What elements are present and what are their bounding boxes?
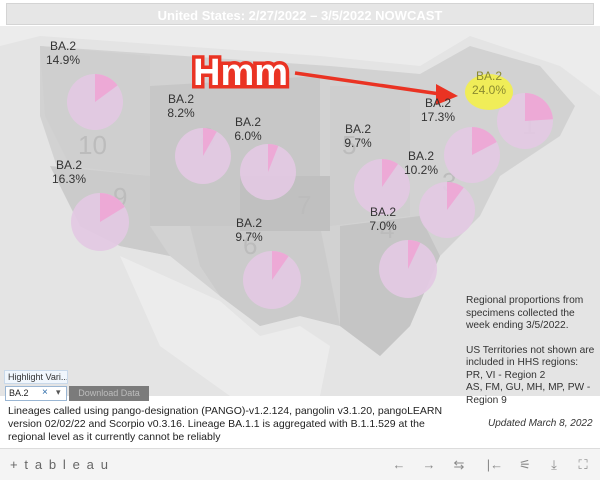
region-10-pie[interactable] [67, 74, 123, 130]
annotation-text: Hmm [193, 52, 288, 94]
region-5-number: 5 [342, 130, 356, 160]
region-5-pie-ba2-slice [382, 159, 399, 187]
region-3-share: 10.2% [403, 163, 439, 177]
region-10-lineage: BA.2 [49, 39, 76, 53]
tableau-logo[interactable]: + t a b l e a u [10, 457, 110, 472]
region-4-pie[interactable] [379, 240, 437, 298]
note-territories: US Territories not shown are included in… [466, 344, 595, 369]
region-9-pie[interactable] [71, 193, 129, 251]
region-5-pie[interactable] [354, 159, 410, 215]
region-3-lineage: BA.2 [407, 149, 434, 163]
highlight-variant-label: Highlight Vari... [4, 370, 68, 384]
region-9-pie-ba2-slice [100, 193, 125, 222]
note-region-2: PR, VI - Region 2 [466, 369, 546, 381]
chevron-down-icon[interactable]: ▾ [56, 387, 61, 397]
annotation-arrow [294, 71, 441, 96]
region-8-share: 8.2% [167, 106, 195, 120]
region-1-lineage: BA.2 [475, 69, 502, 83]
region-10-share: 14.9% [45, 53, 81, 67]
region-8-pie-ba2-slice [203, 128, 217, 156]
region-1-pie[interactable] [497, 93, 553, 149]
region-8-lineage: BA.2 [167, 92, 194, 106]
region-2-lineage: BA.2 [424, 96, 451, 110]
region-4-share: 7.0% [369, 219, 397, 233]
region-9-share: 16.3% [51, 172, 87, 186]
region-10-pie-ba2-slice [95, 74, 118, 102]
dashboard-title-bar: United States: 2/27/2022 – 3/5/2022 NOWC… [6, 3, 594, 25]
updated-date: Updated March 8, 2022 [488, 418, 593, 429]
undo-icon[interactable]: ← [392, 457, 406, 472]
region-6-pie-ba2-slice [272, 251, 289, 280]
region-8-shape [150, 76, 320, 226]
region-3-pie-ba2-slice [447, 182, 464, 210]
region-2-pie-ba2-slice [472, 127, 497, 155]
region-4-label: BA.2 7.0% [361, 205, 405, 233]
notes-panel: Regional proportions from specimens coll… [466, 295, 600, 407]
region-7-lineage: BA.2 [234, 115, 261, 129]
region-7-share: 6.0% [234, 129, 262, 143]
region-4-lineage: BA.2 [369, 205, 396, 219]
region-10-number: 10 [78, 130, 107, 160]
region-8-label: BA.2 8.2% [159, 92, 203, 120]
region-8-pie[interactable] [175, 128, 231, 184]
region-7-pie-ba2-slice [268, 144, 279, 172]
region-7-label: BA.2 6.0% [226, 115, 270, 143]
region-6-share: 9.7% [235, 230, 263, 244]
annotation-arrowhead [436, 84, 458, 105]
lineage-footnote: Lineages called using pango-designation … [8, 405, 443, 443]
dashboard-title: United States: 2/27/2022 – 3/5/2022 NOWC… [157, 8, 443, 23]
region-3-label: BA.2 10.2% [399, 149, 443, 177]
region-6-number: 6 [243, 230, 257, 260]
region-5-lineage: BA.2 [344, 122, 371, 136]
us-map: 10 9 8 7 6 5 4 3 2 1 Hmm [0, 26, 600, 396]
highlight-variant-input[interactable]: BA.2 [5, 386, 67, 401]
region-6-pie[interactable] [243, 251, 301, 309]
canada-landmass [0, 26, 600, 96]
note-region-9: AS, FM, GU, MH, MP, PW - Region 9 [466, 382, 591, 406]
region-9-label: BA.2 16.3% [47, 158, 91, 186]
share-icon[interactable]: ⚟ [519, 457, 531, 472]
region-1-pie-ba2-slice [525, 93, 553, 121]
region-7-number: 7 [297, 190, 311, 220]
redo-icon[interactable]: → [422, 457, 436, 472]
region-3-pie[interactable] [419, 182, 475, 238]
reset-icon[interactable]: |← [486, 457, 504, 472]
region-1-highlight [465, 74, 513, 110]
region-1-label: BA.2 24.0% [467, 69, 511, 97]
region-2-label: BA.2 17.3% [416, 96, 460, 124]
region-4-number: 4 [380, 214, 394, 244]
revert-icon[interactable]: ⇆ [453, 457, 465, 472]
region-5-label: BA.2 9.7% [336, 122, 380, 150]
download-icon[interactable]: ⤓ [551, 457, 557, 472]
region-1-share: 24.0% [471, 83, 507, 97]
region-2-pie[interactable] [444, 127, 500, 183]
fullscreen-icon[interactable]: ⛶ [578, 457, 588, 472]
mexico-landmass [120, 256, 330, 396]
region-4-pie-ba2-slice [408, 240, 421, 269]
region-9-lineage: BA.2 [55, 158, 82, 172]
tableau-toolbar: + t a b l e a u ← → ⇆ |← ⚟ ⤓ ⛶ [0, 448, 600, 480]
region-6-lineage: BA.2 [235, 216, 262, 230]
region-7-pie[interactable] [240, 144, 296, 200]
note-proportions: Regional proportions from specimens coll… [466, 295, 584, 331]
region-10-label: BA.2 14.9% [41, 39, 85, 67]
region-2-share: 17.3% [420, 110, 456, 124]
region-6-label: BA.2 9.7% [227, 216, 271, 244]
region-5-share: 9.7% [344, 136, 372, 150]
clear-icon[interactable]: × [42, 387, 48, 398]
download-data-button[interactable]: Download Data [69, 386, 149, 401]
